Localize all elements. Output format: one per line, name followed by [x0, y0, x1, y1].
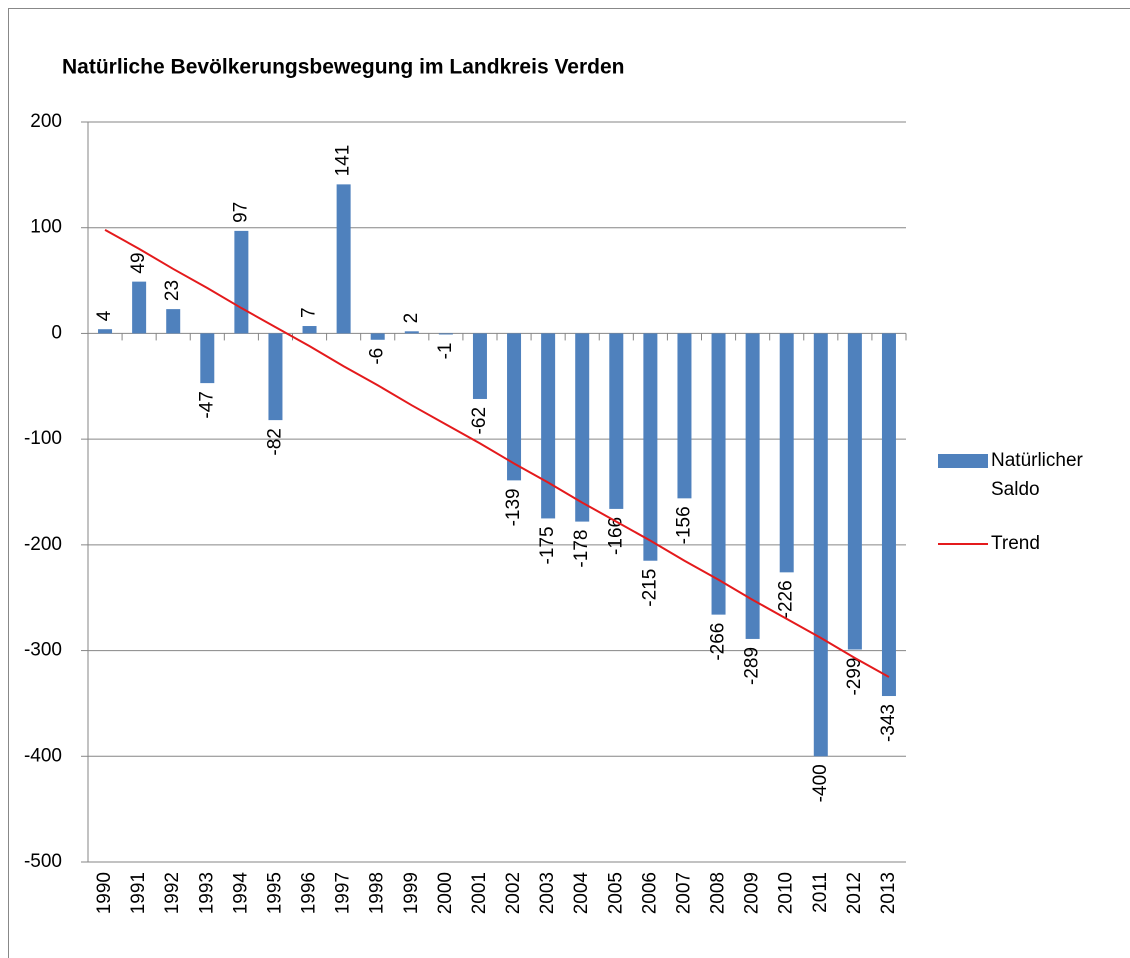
data-label: 141 — [333, 145, 354, 177]
x-tick-label: 2010 — [776, 872, 797, 914]
bar — [643, 333, 658, 561]
bar — [98, 329, 113, 334]
x-tick-label: 1993 — [196, 872, 217, 914]
x-tick-label: 2012 — [844, 872, 865, 914]
data-label: -343 — [878, 704, 899, 742]
data-label: -156 — [673, 506, 694, 544]
bar — [404, 331, 419, 334]
bar — [132, 281, 147, 334]
data-label: -139 — [503, 488, 524, 526]
bar — [438, 333, 453, 335]
bar — [302, 326, 317, 334]
y-tick-label: -400 — [24, 745, 62, 766]
x-tick-label: 1995 — [264, 872, 285, 914]
chart-title: Natürliche Bevölkerungsbewegung im Landk… — [62, 56, 625, 79]
data-label: 2 — [401, 313, 422, 324]
bar — [677, 333, 692, 499]
x-tick-label: 2004 — [571, 872, 592, 915]
data-label: 49 — [128, 252, 149, 273]
x-tick-label: 2003 — [537, 872, 558, 914]
x-tick-label: 1991 — [128, 872, 149, 914]
bar — [336, 184, 351, 334]
legend-label: Natürlicher Saldo — [991, 450, 1083, 500]
x-tick-label: 2000 — [435, 872, 456, 914]
bar — [541, 333, 556, 519]
x-tick-label: 2001 — [469, 872, 490, 914]
x-tick-label: 1998 — [367, 872, 388, 914]
data-label: -178 — [571, 530, 592, 568]
x-tick-label: 1990 — [94, 872, 115, 914]
data-label: -226 — [776, 580, 797, 618]
bar — [234, 230, 249, 334]
bar — [370, 333, 385, 340]
bar — [813, 333, 828, 757]
bar — [881, 333, 896, 697]
data-label: -299 — [844, 658, 865, 696]
x-tick-label: 1994 — [230, 872, 251, 915]
x-tick-label: 2002 — [503, 872, 524, 914]
trend-line — [104, 228, 890, 678]
data-label: -6 — [367, 348, 388, 365]
data-label: -166 — [605, 517, 626, 555]
x-tick-label: 2013 — [878, 872, 899, 914]
x-tick-label: 1997 — [333, 872, 354, 914]
x-tick-label: 1992 — [162, 872, 183, 914]
bar — [200, 333, 215, 384]
data-label: -62 — [469, 407, 490, 434]
y-tick-label: -300 — [24, 640, 62, 661]
data-label: -47 — [196, 391, 217, 418]
bar — [166, 309, 181, 334]
data-label: 7 — [299, 307, 320, 318]
data-label: 97 — [230, 202, 251, 223]
legend-swatch — [938, 454, 988, 468]
bar — [711, 333, 726, 615]
y-tick-label: -200 — [24, 534, 62, 555]
x-tick-label: 2007 — [673, 872, 694, 914]
x-tick-label: 2008 — [708, 872, 729, 914]
bar — [745, 333, 760, 639]
y-tick-label: -100 — [24, 428, 62, 449]
x-tick-label: 2011 — [810, 872, 831, 913]
x-tick-label: 2009 — [742, 872, 763, 914]
legend-label: Trend — [991, 533, 1040, 554]
data-label: -82 — [264, 428, 285, 455]
y-tick-label: 0 — [51, 322, 62, 343]
data-label: 4 — [94, 310, 115, 321]
chart-border — [8, 8, 1130, 958]
bar — [575, 333, 590, 522]
data-label: -175 — [537, 526, 558, 564]
data-label: -266 — [708, 623, 729, 661]
x-tick-label: 1999 — [401, 872, 422, 914]
bar — [609, 333, 624, 509]
y-tick-label: 200 — [30, 111, 62, 132]
bar — [507, 333, 522, 481]
x-tick-label: 1996 — [299, 872, 320, 914]
data-label: -215 — [639, 569, 660, 607]
x-tick-label: 2005 — [605, 872, 626, 914]
x-tick-label: 2006 — [639, 872, 660, 914]
y-tick-label: -500 — [24, 851, 62, 872]
y-tick-label: 100 — [30, 217, 62, 238]
data-label: -1 — [435, 342, 456, 359]
data-label: -400 — [810, 764, 831, 802]
bar — [779, 333, 794, 573]
data-label: -289 — [742, 647, 763, 685]
bar — [268, 333, 283, 421]
data-label: 23 — [162, 280, 183, 301]
bar — [472, 333, 487, 399]
bar — [847, 333, 862, 650]
